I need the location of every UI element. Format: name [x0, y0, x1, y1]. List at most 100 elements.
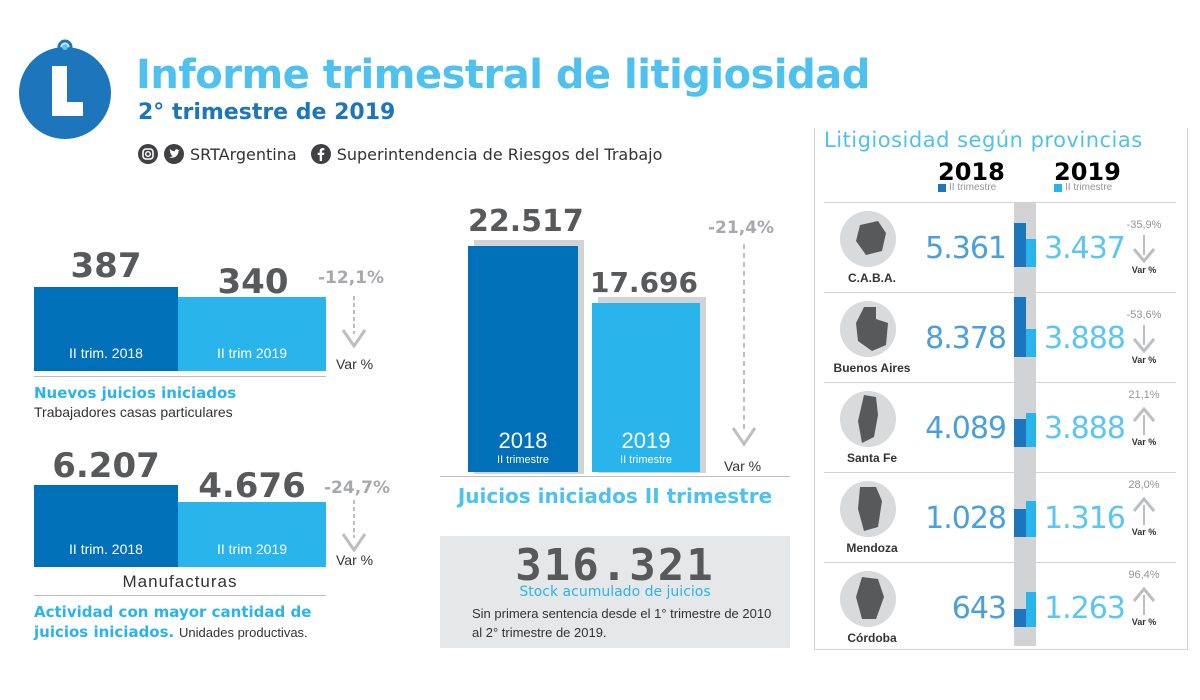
manuf-underline	[34, 595, 326, 596]
manuf-sector: Manufacturas	[122, 572, 238, 591]
manuf-value-2018: 6.207	[52, 446, 160, 486]
logo-icon	[19, 39, 111, 139]
province-name: C.A.B.A.	[848, 271, 896, 285]
manuf-var: -24,7%	[324, 478, 391, 498]
juicios-year-2018: 2018	[498, 428, 548, 453]
province-var-label: Var %	[1131, 617, 1157, 627]
province-bar-2019	[1026, 591, 1036, 627]
stock-panel	[440, 536, 790, 648]
provinces-title: Litigiosidad según provincias	[824, 128, 1143, 152]
arrow-down-icon	[1132, 235, 1156, 264]
province-value-2019: 1.316	[1044, 501, 1126, 536]
province-row: Buenos Aires 8.378 3.888 -53,6% Var %	[824, 292, 1176, 382]
province-name: Santa Fe	[846, 451, 897, 465]
arrow-up-icon	[1132, 496, 1156, 525]
manuf-caption-tail: Unidades productivas.	[179, 625, 308, 640]
stock-value: 316.321	[515, 540, 715, 591]
province-value-2018: 643	[951, 591, 1007, 626]
juicios-period-2018: II trimestre	[497, 454, 549, 466]
facebook-name[interactable]: Superintendencia de Riesgos del Trabajo	[336, 144, 663, 164]
province-bar-2018	[1014, 609, 1026, 627]
stock-note: Sin primera sentencia desde el 1° trimes…	[472, 606, 772, 640]
casas-bar-2019: II trim 2019	[178, 297, 326, 371]
provinces-year-2019: 2019	[1054, 158, 1121, 186]
province-map-icon	[840, 391, 896, 447]
juicios-bar-2019: 2019 II trimestre	[592, 303, 700, 472]
manuf-var-label: Var %	[336, 552, 374, 568]
casas-value-2018: 387	[70, 246, 142, 286]
arrow-down-icon	[1132, 325, 1156, 354]
twitter-icon[interactable]	[164, 144, 184, 164]
province-bar-2019	[1026, 501, 1036, 537]
provinces-period-2019: II trimestre	[1054, 182, 1112, 193]
arrow-down-icon	[341, 296, 367, 356]
province-name: Buenos Aires	[833, 361, 911, 375]
province-value-2018: 8.378	[925, 321, 1007, 356]
province-bar-2018	[1014, 419, 1026, 447]
facebook-icon[interactable]	[310, 144, 331, 164]
province-map-icon	[840, 211, 896, 267]
instagram-icon[interactable]	[138, 144, 158, 164]
page-title: Informe trimestral de litigiosidad	[136, 52, 870, 98]
province-name: Mendoza	[846, 541, 898, 555]
juicios-var: -21,4%	[708, 218, 775, 238]
manuf-bar-2018-label: II trim. 2018	[69, 541, 143, 557]
manuf-value-2019: 4.676	[198, 466, 306, 506]
arrow-down-icon	[731, 244, 757, 456]
province-value-2019: 3.437	[1044, 231, 1126, 266]
manuf-bar-2018: II trim. 2018	[34, 485, 178, 567]
manuf-caption-blue: Actividad con mayor cantidad de juicios …	[34, 603, 312, 641]
juicios-title: Juicios iniciados II trimestre	[457, 484, 773, 508]
province-var: 21,1%	[1128, 389, 1160, 401]
province-row: Santa Fe 4.089 3.888 21,1% Var %	[824, 382, 1176, 472]
province-name: Córdoba	[847, 631, 897, 645]
social-handle[interactable]: SRTArgentina	[190, 144, 297, 164]
arrow-down-icon	[341, 500, 367, 560]
province-value-2018: 5.361	[925, 231, 1007, 266]
casas-var: -12,1%	[318, 268, 385, 288]
manuf-bar-2019: II trim 2019	[178, 502, 326, 567]
page-subtitle: 2° trimestre de 2019	[138, 100, 396, 125]
juicios-var-label: Var %	[724, 458, 762, 474]
juicios-value-2018: 22.517	[468, 204, 584, 239]
logo	[14, 38, 116, 140]
arrow-up-icon	[1132, 586, 1156, 615]
provinces-year-2018: 2018	[938, 158, 1005, 186]
manuf-bar-2019-label: II trim 2019	[216, 541, 288, 557]
casas-caption-sub: Trabajadores casas particulares	[34, 404, 233, 420]
casas-bar-2018-label: II trim. 2018	[69, 345, 143, 361]
province-bar-2019	[1026, 329, 1036, 357]
province-value-2018: 1.028	[925, 501, 1007, 536]
manuf-caption: Actividad con mayor cantidad de juicios …	[34, 602, 334, 643]
casas-value-2019: 340	[217, 262, 289, 302]
legend-swatch-2019	[1054, 183, 1062, 192]
province-var-label: Var %	[1131, 437, 1157, 447]
juicios-period-2019: II trimestre	[620, 454, 672, 466]
juicios-bar-2018: 2018 II trimestre	[468, 246, 578, 472]
province-var-label: Var %	[1131, 265, 1157, 275]
province-bar-2019	[1026, 238, 1036, 267]
arrow-up-icon	[1132, 406, 1156, 435]
province-value-2018: 4.089	[925, 411, 1007, 446]
casas-var-label: Var %	[336, 356, 374, 372]
provinces-period-2018-text: II trimestre	[949, 182, 997, 193]
province-var-label: Var %	[1131, 527, 1157, 537]
casas-underline	[34, 376, 326, 377]
province-var: 96,4%	[1128, 569, 1160, 581]
provinces-period-2018: II trimestre	[938, 182, 996, 193]
legend-swatch-2018	[938, 183, 946, 192]
provinces-panel	[814, 128, 1188, 650]
casas-bar-2018: II trim. 2018	[34, 287, 178, 371]
province-map-icon	[840, 301, 896, 357]
casas-caption: Nuevos juicios iniciados	[34, 384, 237, 402]
casas-bar-2019-label: II trim 2019	[216, 345, 288, 361]
juicios-value-2019: 17.696	[589, 266, 699, 299]
province-map-icon	[840, 571, 896, 627]
province-var: -35,9%	[1126, 219, 1162, 231]
social-bar: SRTArgentina Superintendencia de Riesgos…	[138, 142, 662, 166]
province-value-2019: 3.888	[1044, 321, 1126, 356]
province-var: -53,6%	[1126, 309, 1162, 321]
juicios-year-2019: 2019	[621, 428, 671, 453]
province-row: Córdoba 643 1.263 96,4% Var %	[824, 562, 1176, 652]
province-bar-2019	[1026, 413, 1036, 447]
